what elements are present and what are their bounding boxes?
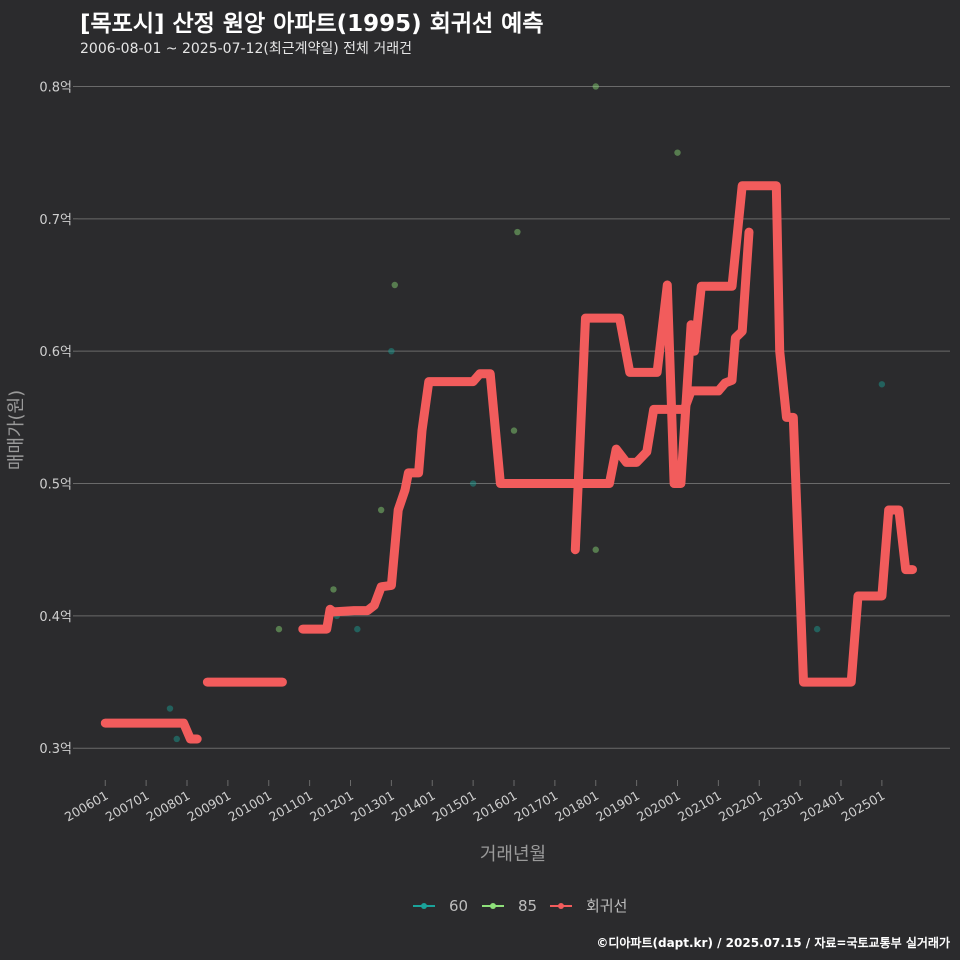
legend-swatch-dot xyxy=(490,903,496,909)
x-tick-label: 201201 xyxy=(307,788,356,825)
regression-line-segment xyxy=(570,181,917,687)
x-tick-label: 201801 xyxy=(552,788,601,825)
x-tick-label: 200801 xyxy=(144,788,193,825)
x-axis-title: 거래년월 xyxy=(480,844,546,865)
x-tick-label: 202001 xyxy=(634,788,683,825)
x-tick-label: 201001 xyxy=(225,788,274,825)
scatter-point-85 xyxy=(592,83,599,90)
y-tick-label: 0.3억 xyxy=(39,742,72,757)
x-tick-label: 202401 xyxy=(798,788,847,825)
y-tick-label: 0.8억 xyxy=(39,80,72,95)
legend-label: 85 xyxy=(518,897,537,915)
x-tick-label: 202501 xyxy=(839,788,888,825)
x-tick-label: 202301 xyxy=(757,788,806,825)
scatter-point-85 xyxy=(592,546,599,553)
scatter-point-60 xyxy=(469,480,477,487)
scatter-point-85 xyxy=(510,427,518,434)
legend-swatch-dot xyxy=(558,903,564,909)
x-tick-label: 201901 xyxy=(593,788,642,825)
y-tick-label: 0.4억 xyxy=(39,610,72,625)
y-tick-label: 0.7억 xyxy=(39,213,72,228)
x-tick-label: 201501 xyxy=(430,788,479,825)
chart-title: [목포시] 산정 원앙 아파트(1995) 회귀선 예측 xyxy=(80,11,544,37)
legend-swatch-dot xyxy=(421,903,427,909)
x-tick-label: 200601 xyxy=(62,788,111,825)
scatter-point-60 xyxy=(354,625,361,633)
x-tick-label: 202201 xyxy=(716,788,765,825)
scatter-point-85 xyxy=(391,281,398,289)
y-axis-title: 매매가(원) xyxy=(6,390,27,470)
legend-label: 60 xyxy=(449,897,468,915)
x-tick-label: 201301 xyxy=(348,788,397,825)
x-tick-label: 200901 xyxy=(185,788,234,825)
scatter-point-60 xyxy=(173,735,180,743)
scatter-point-85 xyxy=(275,625,283,633)
scatter-point-85 xyxy=(330,586,337,593)
scatter-point-60 xyxy=(813,625,821,633)
scatter-point-60 xyxy=(388,347,395,355)
scatter-point-60 xyxy=(166,705,174,712)
regression-line-segment xyxy=(100,718,202,744)
source-credit: ©디아파트(dapt.kr) / 2025.07.15 / 자료=국토교통부 실… xyxy=(596,936,950,950)
scatter-point-85 xyxy=(674,149,681,156)
chart-subtitle: 2006-08-01 ~ 2025-07-12(최근계약일) 전체 거래건 xyxy=(80,41,412,57)
y-tick-label: 0.6억 xyxy=(39,345,72,360)
x-tick-label: 201101 xyxy=(266,788,315,825)
x-tick-label: 201701 xyxy=(512,788,561,825)
x-tick-label: 201401 xyxy=(389,788,438,825)
x-tick-label: 201601 xyxy=(471,788,520,825)
regression-line-segment xyxy=(298,227,754,634)
scatter-point-60 xyxy=(878,381,886,388)
x-tick-label: 202101 xyxy=(675,788,724,825)
x-tick-label: 200701 xyxy=(103,788,152,825)
y-tick-label: 0.5억 xyxy=(39,478,72,493)
scatter-point-85 xyxy=(377,506,385,514)
legend-label: 회귀선 xyxy=(586,897,627,915)
scatter-point-85 xyxy=(514,228,521,236)
